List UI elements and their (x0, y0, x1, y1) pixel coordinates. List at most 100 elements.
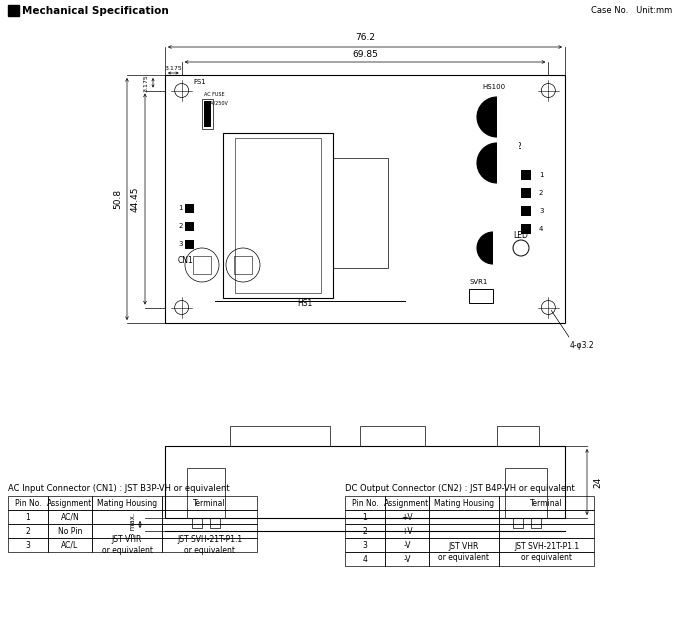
Bar (92, 510, 162, 524)
Text: DC Output Connector (CN2) : JST B4P-VH or equivalent: DC Output Connector (CN2) : JST B4P-VH o… (345, 484, 575, 493)
Text: 2: 2 (362, 527, 367, 536)
Bar (497, 426, 539, 446)
Bar (493, 231, 511, 265)
Text: 3: 3 (362, 541, 367, 549)
Bar (521, 188, 531, 197)
Bar (385, 496, 429, 510)
Bar (499, 538, 594, 552)
Text: Mechanical Specification: Mechanical Specification (22, 6, 169, 15)
Bar (162, 538, 257, 552)
Bar (165, 75, 565, 323)
Text: Terminal: Terminal (530, 499, 563, 508)
Bar (385, 538, 429, 552)
Bar (429, 510, 499, 524)
Bar (345, 552, 385, 566)
Bar (202, 99, 213, 128)
Text: 3.175: 3.175 (165, 66, 182, 71)
Text: Mating Housing: Mating Housing (97, 499, 157, 508)
Bar (162, 496, 257, 510)
Text: HS100: HS100 (482, 84, 505, 90)
Text: 1: 1 (26, 513, 31, 522)
Text: Mating Housing: Mating Housing (434, 499, 494, 508)
Bar (499, 510, 594, 524)
Text: AC Input Connector (CN1) : JST B3P-VH or equivalent: AC Input Connector (CN1) : JST B3P-VH or… (8, 484, 230, 493)
Bar (385, 510, 429, 524)
Bar (8, 510, 48, 524)
Bar (499, 496, 594, 510)
Text: 24: 24 (593, 477, 602, 487)
Bar (92, 496, 162, 510)
Bar (385, 552, 429, 566)
Bar (345, 538, 385, 552)
Text: 3: 3 (539, 208, 543, 214)
Text: 1: 1 (178, 204, 183, 211)
Bar (521, 170, 531, 180)
Bar (499, 552, 594, 566)
Bar (165, 446, 565, 518)
Bar (92, 538, 162, 552)
Text: 3: 3 (178, 241, 183, 247)
Bar (234, 256, 252, 274)
Bar (48, 510, 92, 524)
Text: Pin No.: Pin No. (15, 499, 41, 508)
Text: +V: +V (401, 513, 413, 522)
Text: Case No.   Unit:mm: Case No. Unit:mm (591, 6, 672, 15)
Circle shape (477, 97, 517, 137)
Bar (187, 468, 225, 518)
Bar (429, 496, 499, 510)
Bar (429, 524, 499, 538)
Bar (8, 496, 48, 510)
Text: CN2: CN2 (506, 142, 522, 151)
Text: Assignment: Assignment (384, 499, 430, 508)
Bar (429, 552, 499, 566)
Text: -V: -V (403, 555, 411, 563)
Bar (92, 524, 162, 538)
Bar (497, 96, 519, 138)
Text: AC/N: AC/N (61, 513, 80, 522)
Bar (497, 142, 519, 184)
Text: 44.45: 44.45 (131, 186, 140, 212)
Text: 2: 2 (179, 223, 183, 229)
Text: 76.2: 76.2 (355, 33, 375, 42)
Text: 2: 2 (26, 527, 31, 536)
Text: JST VHR
or equivalent: JST VHR or equivalent (101, 536, 152, 555)
Bar (235, 138, 321, 293)
Bar (48, 524, 92, 538)
Text: AC FUSE: AC FUSE (204, 92, 224, 97)
Bar (185, 240, 194, 249)
Bar (230, 426, 330, 446)
Text: 1: 1 (362, 513, 367, 522)
Text: HS1: HS1 (297, 299, 313, 308)
Text: CN1: CN1 (178, 256, 194, 265)
Bar (333, 158, 388, 268)
Bar (345, 496, 385, 510)
Bar (469, 289, 493, 303)
Text: LED: LED (513, 231, 528, 240)
Text: 4: 4 (539, 226, 543, 232)
Text: JST VHR
or equivalent: JST VHR or equivalent (439, 542, 490, 561)
Text: 4: 4 (362, 555, 367, 563)
Text: 1: 1 (539, 172, 543, 178)
Bar (48, 496, 92, 510)
Bar (204, 101, 211, 127)
Bar (48, 538, 92, 552)
Bar (499, 524, 594, 538)
Bar (185, 222, 194, 230)
Bar (193, 256, 211, 274)
Bar (360, 426, 425, 446)
Bar (505, 468, 547, 518)
Bar (521, 223, 531, 234)
Bar (345, 524, 385, 538)
Circle shape (477, 143, 517, 183)
Bar (429, 538, 499, 552)
Bar (8, 524, 48, 538)
Text: 3: 3 (26, 541, 31, 549)
Text: T2A/250V: T2A/250V (204, 101, 228, 106)
Text: 50.8: 50.8 (113, 189, 122, 209)
Text: JST SVH-21T-P1.1
or equivalent: JST SVH-21T-P1.1 or equivalent (514, 542, 579, 561)
Text: Terminal: Terminal (193, 499, 226, 508)
Bar (185, 204, 194, 213)
Bar (385, 524, 429, 538)
Text: -V: -V (403, 541, 411, 549)
Bar (8, 538, 48, 552)
